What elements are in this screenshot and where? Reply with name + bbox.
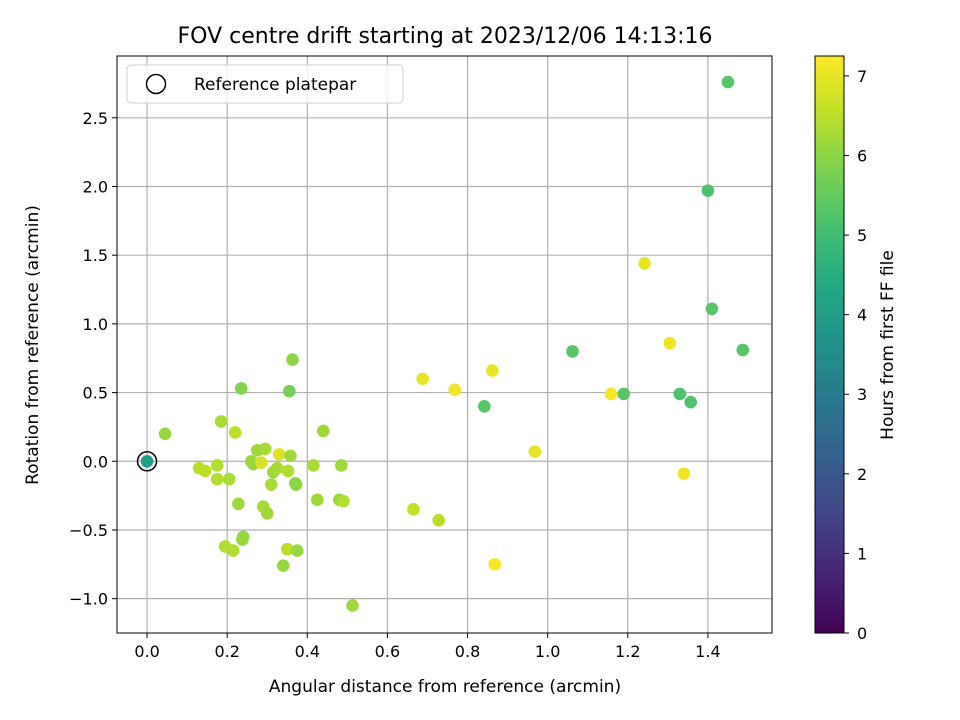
- data-point: [705, 302, 719, 316]
- data-point: [286, 353, 299, 366]
- data-point: [232, 497, 245, 511]
- data-point: [282, 384, 296, 398]
- data-point: [272, 448, 286, 461]
- x-axis-label: Angular distance from reference (arcmin): [269, 677, 621, 697]
- plot-frame: [116, 55, 773, 634]
- data-point: [478, 400, 491, 413]
- data-point: [290, 544, 304, 557]
- data-point: [289, 478, 303, 491]
- data-point: [306, 459, 320, 472]
- y-tick-label: −0.5: [69, 521, 108, 540]
- data-point: [488, 558, 502, 571]
- data-point: [281, 464, 295, 478]
- data-point: [721, 75, 735, 89]
- colorbar-ticks: 0 1 2 3 4 5 6 7: [844, 67, 867, 643]
- data-point: [337, 494, 350, 508]
- data-point: [617, 387, 631, 401]
- data-point: [486, 364, 499, 377]
- data-point: [311, 493, 324, 507]
- colorbar-tick-label: 0: [857, 624, 867, 643]
- x-tick-label: 0.6: [375, 642, 400, 661]
- data-point: [407, 503, 420, 516]
- data-point: [140, 454, 154, 468]
- y-tick-label: 0.5: [83, 384, 108, 403]
- y-tick-label: 1.0: [83, 315, 108, 334]
- colorbar: 0 1 2 3 4 5 6 7 Hours from first FF file: [814, 55, 898, 643]
- x-axis: 0.0 0.2 0.4 0.6 0.8 1.0 1.2 1.4: [134, 633, 721, 661]
- data-point: [684, 395, 697, 409]
- colorbar-tick-label: 3: [857, 385, 867, 404]
- data-point: [280, 542, 294, 556]
- x-tick-label: 0.2: [214, 642, 239, 661]
- data-point: [284, 449, 297, 463]
- data-point: [226, 544, 240, 557]
- colorbar-tick-label: 1: [857, 544, 867, 563]
- data-point: [566, 345, 579, 358]
- data-point: [638, 257, 651, 270]
- colorbar-tick-label: 7: [857, 67, 867, 86]
- y-tick-label: 0.0: [83, 452, 108, 471]
- data-point: [416, 372, 429, 386]
- colorbar-tick-label: 6: [857, 146, 867, 165]
- y-tick-label: 1.5: [83, 246, 108, 265]
- data-points: [140, 75, 750, 612]
- grid-lines: [117, 56, 772, 633]
- x-tick-label: 0.8: [455, 642, 480, 661]
- legend-reference-marker-icon: [145, 73, 167, 95]
- data-point: [222, 472, 236, 486]
- data-point: [736, 343, 750, 357]
- data-point: [432, 514, 445, 527]
- data-point: [276, 559, 290, 572]
- colorbar-tick-label: 2: [857, 465, 867, 484]
- data-point: [210, 472, 224, 486]
- reference-marker: [136, 451, 158, 472]
- colorbar-tick-label: 4: [857, 306, 867, 325]
- y-tick-label: −1.0: [69, 590, 108, 609]
- data-point: [214, 415, 228, 428]
- data-point: [210, 459, 224, 472]
- x-tick-label: 1.2: [615, 642, 640, 661]
- y-tick-label: 2.0: [83, 178, 108, 197]
- data-point: [234, 382, 248, 395]
- y-tick-label: 2.5: [83, 109, 108, 128]
- data-point: [236, 530, 250, 544]
- data-point: [254, 456, 268, 469]
- data-point: [663, 336, 677, 350]
- legend-box: [126, 64, 404, 104]
- data-point: [528, 445, 542, 458]
- legend-label: Reference platepar: [194, 75, 356, 95]
- legend: Reference platepar: [126, 64, 404, 104]
- data-point: [228, 426, 242, 439]
- x-tick-label: 0.0: [134, 642, 159, 661]
- data-point: [198, 464, 212, 478]
- x-tick-label: 1.4: [695, 642, 720, 661]
- data-point: [673, 387, 687, 401]
- x-tick-label: 0.4: [295, 642, 320, 661]
- colorbar-gradient: [814, 55, 845, 634]
- reference-point-marker: [136, 451, 158, 472]
- data-point: [260, 507, 274, 520]
- colorbar-label: Hours from first FF file: [878, 250, 898, 440]
- y-axis-label: Rotation from reference (arcmin): [23, 205, 43, 485]
- colorbar-tick-label: 5: [857, 226, 867, 245]
- data-point: [335, 459, 348, 472]
- chart-title: FOV centre drift starting at 2023/12/06 …: [178, 24, 713, 49]
- data-point: [158, 427, 172, 441]
- data-point: [270, 461, 284, 475]
- y-axis: −1.0 −0.5 0.0 0.5 1.0 1.5 2.0 2.5: [69, 109, 117, 609]
- data-point: [258, 442, 272, 456]
- data-point: [701, 184, 715, 197]
- x-tick-label: 1.0: [535, 642, 560, 661]
- data-point: [677, 467, 691, 480]
- data-point: [317, 424, 330, 438]
- data-point: [264, 478, 278, 491]
- data-point: [448, 383, 462, 397]
- data-point: [604, 387, 618, 401]
- data-point: [346, 599, 359, 612]
